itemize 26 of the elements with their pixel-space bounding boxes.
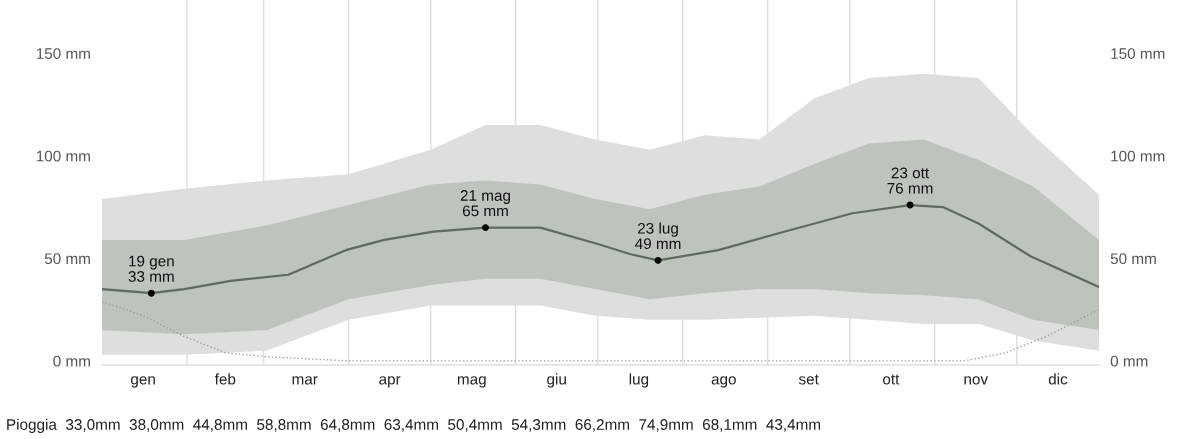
y2-tick-label: 50 mm <box>1110 253 1156 265</box>
x-tick-label: ott <box>883 374 900 385</box>
x-tick-label: gen <box>131 376 155 388</box>
x-tick-label: set <box>798 374 819 385</box>
x-tick-label: ago <box>711 376 736 388</box>
x-tick-label: nov <box>964 376 989 385</box>
text: Pioggia 33,0mm 38,0mm 44,8mm 58,8mm 64,8mm 63,4mm 50,4mm 54,3mm 66,2mm 74,9mm 68,1mm 43,4mm <box>7 418 821 433</box>
x-tick-label: feb <box>214 373 236 385</box>
y-tick-label: 100 mm <box>36 150 90 162</box>
y2-tick-label: 0 mm <box>1110 355 1148 367</box>
x-tick-label: mag <box>457 376 486 388</box>
y-tick-label: 0 mm <box>53 355 90 367</box>
annotation: 21 mag 65 mm <box>460 190 510 217</box>
y2-tick-label: 150 mm <box>1111 48 1165 59</box>
x-tick-label: apr <box>379 376 401 388</box>
annotation: 19 gen 33 mm <box>128 255 174 282</box>
x-tick-label: lug <box>629 373 649 388</box>
x-tick-label: giu <box>547 373 566 388</box>
y-tick-label: 150 mm <box>36 48 90 59</box>
y-tick-label: 50 mm <box>44 253 90 265</box>
annotation: 23 lug 49 mm <box>635 222 681 250</box>
annotation: 23 ott 76 mm <box>887 167 933 194</box>
x-tick-label: mar <box>292 376 318 385</box>
line-series <box>102 300 1100 362</box>
x-tick-label: dic <box>1048 373 1068 385</box>
y2-tick-label: 100 mm <box>1111 150 1165 162</box>
